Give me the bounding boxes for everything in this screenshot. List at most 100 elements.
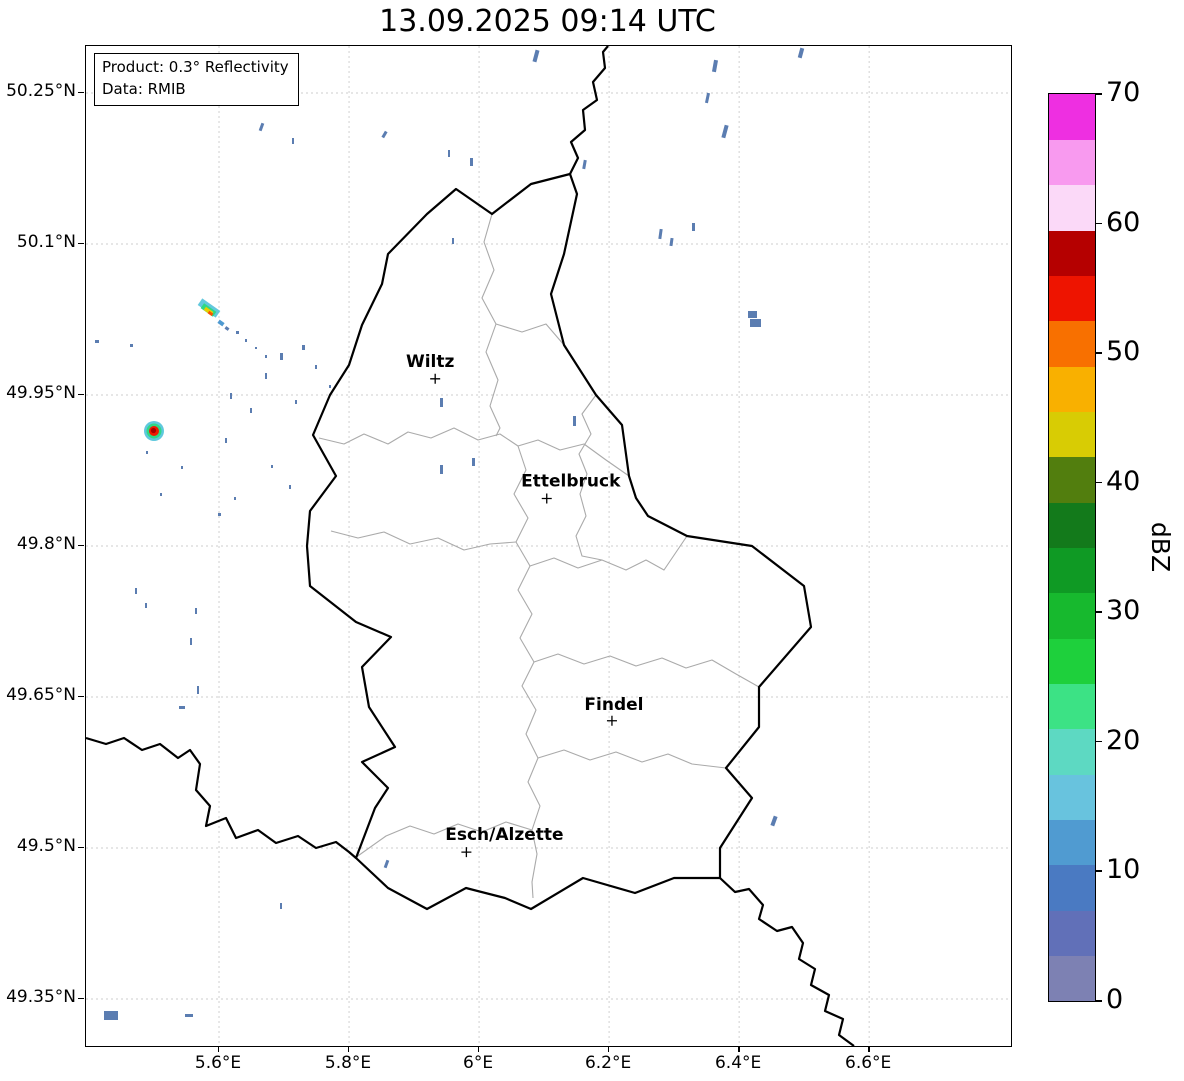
city-cross-icon	[461, 847, 472, 858]
radar-echo-speck	[234, 497, 236, 500]
x-tick-mark	[738, 1046, 740, 1052]
radar-echo-speck	[770, 815, 778, 827]
colorbar-label: dBZ	[1146, 521, 1175, 573]
y-tick-mark	[78, 394, 84, 396]
city-label: Ettelbruck	[521, 471, 621, 491]
colorbar-tick-label: 70	[1106, 77, 1141, 108]
radar-echo-speck	[280, 353, 283, 360]
colorbar-tick-mark	[1095, 222, 1102, 225]
radar-echo-speck	[280, 903, 282, 909]
radar-echo-speck	[245, 339, 247, 342]
canton-border	[354, 821, 533, 859]
city-cross-icon	[606, 715, 617, 726]
colorbar-band	[1049, 502, 1095, 548]
radar-echo-speck	[658, 228, 663, 240]
colorbar-band	[1049, 275, 1095, 322]
city-cross-icon	[541, 493, 552, 504]
colorbar-band	[1049, 547, 1095, 594]
y-tick-label: 49.8°N	[16, 534, 76, 554]
x-tick-label: 6.6°E	[845, 1053, 892, 1073]
canton-border	[481, 213, 501, 437]
city-findel: Findel	[584, 695, 643, 726]
x-tick-mark	[218, 1046, 220, 1052]
radar-echo-speck	[197, 686, 199, 694]
y-tick-label: 49.5°N	[16, 835, 76, 856]
colorbar-band	[1049, 411, 1095, 458]
product-legend: Product: 0.3° Reflectivity Data: RMIB	[94, 53, 299, 106]
map-plot: Wiltz Ettelbruck Findel Esch/Alzette Produc…	[85, 45, 1012, 1047]
map-canvas: Wiltz Ettelbruck Findel Esch/Alzette	[86, 46, 1011, 1046]
y-tick-label: 50.25°N	[6, 81, 76, 101]
city-markers-layer: Wiltz Ettelbruck Findel Esch/Alzette	[406, 352, 643, 858]
colorbar-tick-mark	[1095, 1000, 1102, 1002]
colorbar-band	[1049, 638, 1095, 685]
radar-echo-speck	[190, 638, 192, 645]
colorbar-tick-label: 20	[1106, 724, 1141, 756]
city-label: Esch/Alzette	[445, 825, 563, 845]
radar-echo-speck	[289, 485, 291, 489]
x-tick-label: 5.8°E	[324, 1053, 372, 1073]
colorbar-tick-mark	[1095, 870, 1102, 873]
colorbar-band	[1049, 774, 1095, 821]
y-tick-mark	[78, 846, 84, 849]
radar-echo-speck	[448, 150, 450, 157]
radar-echo-speck	[440, 398, 443, 407]
radar-echo-layer	[95, 47, 805, 1020]
radar-echo-speck	[797, 47, 805, 59]
radar-echo-speck	[104, 1011, 118, 1020]
colorbar-tick-label: 60	[1106, 206, 1141, 238]
x-tick-label: 6.4°E	[714, 1053, 762, 1073]
y-tick-mark	[78, 997, 84, 1000]
radar-echo-speck	[329, 385, 331, 388]
colorbar-band	[1049, 728, 1095, 775]
y-tick-mark	[78, 92, 84, 94]
radar-echo-speck	[381, 130, 388, 139]
x-tick-mark	[348, 1046, 350, 1052]
radar-echo-speck	[218, 513, 221, 516]
x-tick-label: 6°E	[463, 1053, 494, 1073]
canton-border	[495, 323, 565, 346]
country-borders-layer	[86, 46, 855, 1046]
y-tick-mark	[78, 545, 84, 547]
radar-echo-speck	[160, 493, 162, 496]
radar-echo-speck	[582, 159, 587, 170]
radar-echo-speck	[292, 138, 294, 144]
x-tick-label: 6.2°E	[584, 1053, 632, 1073]
canton-border	[318, 427, 630, 477]
radar-echo-speck	[265, 373, 267, 379]
radar-echo-speck	[573, 416, 576, 426]
radar-echo-speck	[721, 124, 729, 139]
radar-echo-speck	[95, 340, 99, 343]
radar-echo-cluster-cell	[217, 319, 225, 327]
luxembourg-border	[305, 172, 813, 911]
neighbor-border	[86, 736, 357, 859]
city-cross-icon	[430, 373, 441, 384]
map-title: 13.09.2025 09:14 UTC	[379, 4, 716, 39]
colorbar-band	[1049, 139, 1095, 186]
radar-echo-speck	[230, 393, 232, 399]
city-label: Findel	[584, 695, 643, 715]
colorbar-band	[1049, 94, 1095, 140]
y-tick-label: 49.65°N	[6, 684, 76, 705]
colorbar-band	[1049, 955, 1095, 1002]
colorbar-band	[1049, 683, 1095, 730]
radar-echo-speck	[472, 458, 475, 466]
legend-product-line: Product: 0.3° Reflectivity	[102, 58, 289, 76]
colorbar-tick-mark	[1095, 352, 1102, 354]
canton-border	[330, 530, 517, 551]
canton-borders-layer	[318, 213, 760, 899]
colorbar-band	[1049, 592, 1095, 639]
neighbor-border	[569, 46, 609, 175]
y-tick-label: 50.1°N	[16, 232, 76, 252]
colorbar-band	[1049, 320, 1095, 367]
colorbar-band	[1049, 184, 1095, 231]
radar-echo-speck	[225, 438, 227, 443]
radar-echo-speck	[265, 355, 267, 358]
colorbar-tick-label: 10	[1106, 854, 1141, 886]
colorbar-tick-label: 30	[1106, 595, 1141, 627]
radar-echo-speck	[750, 319, 761, 327]
radar-echo-speck	[470, 158, 473, 166]
x-tick-label: 5.6°E	[194, 1053, 242, 1073]
radar-echo-cluster-cell	[224, 326, 230, 331]
radar-echo-speck	[704, 92, 711, 104]
